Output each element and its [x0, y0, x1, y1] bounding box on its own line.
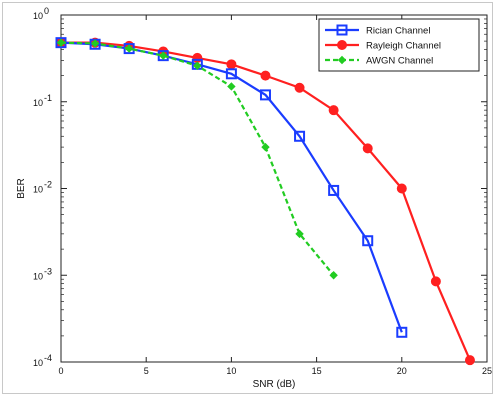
data-point — [193, 61, 202, 70]
y-tick-label: 10 — [33, 271, 43, 281]
data-point — [260, 70, 271, 81]
image-frame — [2, 2, 493, 394]
data-point — [362, 235, 374, 247]
legend: Rician Channel Rayleigh Channel AWGN Chann… — [318, 18, 480, 72]
data-point — [259, 89, 271, 101]
y-tick-exponent: -4 — [44, 353, 52, 363]
x-tick-label: 5 — [144, 366, 149, 376]
data-point — [464, 355, 475, 366]
x-tick-label: 15 — [312, 366, 322, 376]
data-point — [430, 276, 441, 287]
data-point — [90, 39, 100, 48]
y-tick-exponent: 0 — [44, 6, 49, 16]
legend-label: Rician Channel — [366, 26, 430, 37]
data-point — [329, 271, 338, 280]
data-point — [328, 105, 339, 116]
x-tick-label: 20 — [397, 366, 407, 376]
data-point — [225, 68, 237, 80]
data-point — [227, 82, 236, 91]
legend-marker — [336, 24, 348, 36]
plot-area — [60, 14, 488, 363]
legend-marker — [337, 40, 347, 50]
legend-label: AWGN Channel — [366, 56, 433, 67]
y-axis-label: BER — [16, 178, 27, 199]
y-tick-exponent: -1 — [44, 93, 52, 103]
data-point — [124, 44, 134, 53]
data-point — [396, 326, 408, 338]
data-point — [294, 130, 306, 142]
y-tick-label: 10 — [33, 185, 43, 195]
data-point — [159, 51, 168, 60]
x-tick-label: 25 — [482, 366, 492, 376]
y-tick-label: 10 — [33, 358, 43, 368]
data-point — [295, 229, 304, 239]
y-tick-exponent: -3 — [44, 266, 52, 276]
data-point — [294, 82, 305, 93]
data-point — [56, 38, 66, 47]
x-axis-label: SNR (dB) — [253, 379, 296, 390]
data-point — [261, 142, 270, 152]
x-tick-label: 10 — [226, 366, 236, 376]
y-tick-label: 10 — [33, 11, 43, 21]
legend-marker — [337, 55, 347, 65]
series-awgn-channel — [56, 38, 338, 280]
data-point — [192, 52, 203, 63]
y-tick-exponent: -2 — [44, 180, 52, 190]
legend-label: Rayleigh Channel — [366, 41, 441, 52]
data-point — [226, 59, 237, 70]
data-point — [362, 143, 373, 154]
data-point — [328, 184, 340, 196]
data-point — [396, 183, 407, 194]
y-tick-label: 10 — [33, 98, 43, 108]
x-tick-label: 0 — [58, 366, 63, 376]
